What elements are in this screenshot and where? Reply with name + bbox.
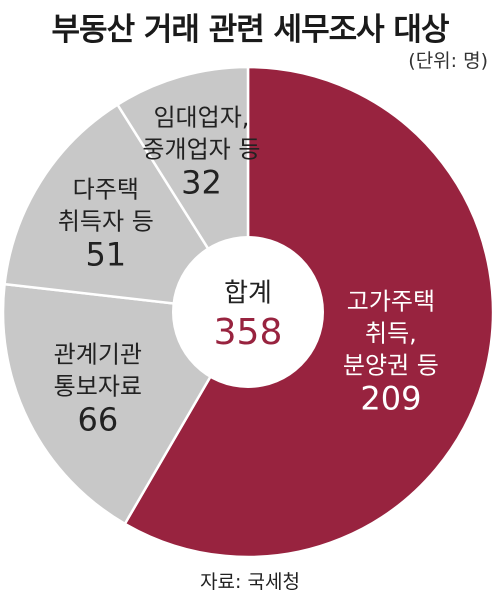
slice-value-3: 51 — [85, 236, 126, 274]
source-label: 자료: 국세청 — [200, 571, 300, 593]
slice-label-3-line-1: 다주택 — [73, 176, 139, 204]
center-total: 358 — [214, 312, 283, 353]
slice-value-2: 66 — [77, 400, 118, 438]
unit-label: (단위: 명) — [408, 50, 488, 72]
center-label: 합계 — [224, 279, 272, 309]
slice-value-1: 209 — [360, 380, 421, 418]
slice-label-3-line-2: 취득자 등 — [58, 208, 154, 236]
slice-label-1-line-2: 취득, — [365, 320, 417, 348]
donut-center — [172, 236, 324, 388]
slice-label-1-line-1: 고가주택 — [347, 288, 435, 316]
chart-title: 부동산 거래 관련 세무조사 대상 — [51, 12, 450, 48]
slice-label-2-line-2: 통보자료 — [54, 372, 142, 400]
slice-label-1-line-3: 분양권 등 — [343, 352, 439, 380]
slice-label-4-line-2: 중개업자 등 — [142, 136, 260, 164]
slice-value-4: 32 — [181, 164, 222, 202]
slice-label-4-line-1: 임대업자, — [153, 104, 249, 132]
pie-slice-3 — [3, 102, 251, 314]
slice-label-2-line-1: 관계기관 — [54, 340, 142, 368]
